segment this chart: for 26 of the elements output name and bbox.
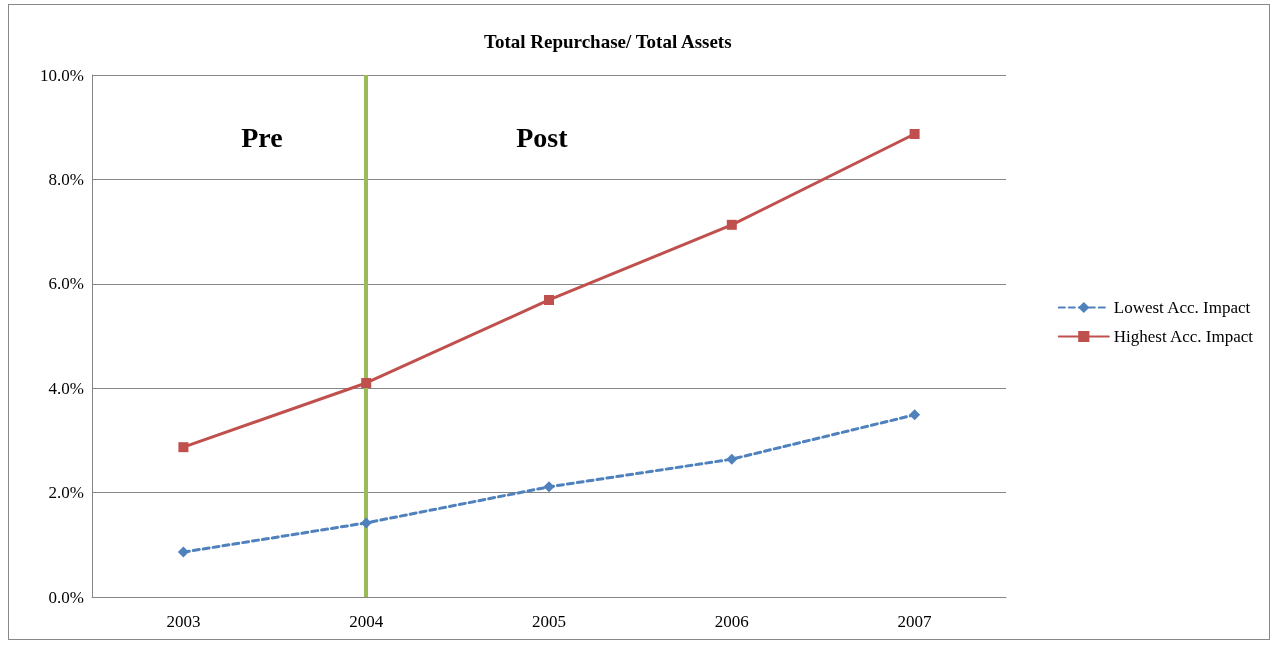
y-tick-label: 8.0% <box>48 169 84 189</box>
point <box>909 128 920 139</box>
legend-label: Lowest Acc. Impact <box>1113 298 1251 317</box>
y-tick-label: 2.0% <box>48 483 84 503</box>
y-tick-label: 6.0% <box>48 274 84 294</box>
point <box>178 442 189 453</box>
y-tick-label: 0.0% <box>48 587 84 607</box>
point <box>361 377 372 388</box>
x-tick-label: 2007 <box>897 612 933 631</box>
y-tick-label: 4.0% <box>48 378 84 398</box>
x-tick-label: 2003 <box>166 612 201 631</box>
y-tick-label: 10.0% <box>40 65 84 85</box>
x-tick-label: 2004 <box>349 612 384 631</box>
chart-title: Total Repurchase/ Total Assets <box>484 31 732 52</box>
point <box>177 546 189 558</box>
x-tick-label: 2005 <box>532 612 566 631</box>
x-tick-label: 2006 <box>714 612 749 631</box>
annotation: Pre <box>241 121 283 153</box>
point <box>909 409 921 421</box>
legend-label: Highest Acc. Impact <box>1113 327 1254 346</box>
point <box>726 219 737 230</box>
point <box>360 517 372 529</box>
point <box>543 481 555 493</box>
point <box>726 453 738 465</box>
point <box>544 294 554 305</box>
annotation: Post <box>516 121 569 153</box>
